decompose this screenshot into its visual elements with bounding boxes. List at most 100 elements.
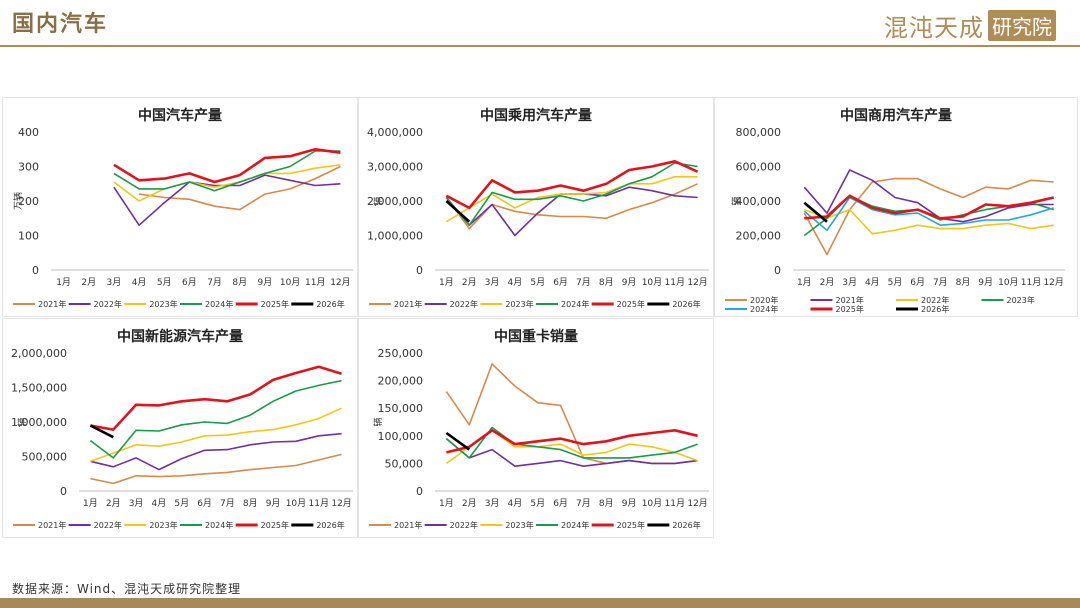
x-tick-label: 3月 xyxy=(485,498,500,509)
series-line-2025年 xyxy=(446,429,698,454)
x-tick-label: 3月 xyxy=(485,277,500,288)
x-tick-label: 8月 xyxy=(956,277,971,288)
y-tick-label: 4,000,000 xyxy=(367,126,423,139)
series-line-2022年 xyxy=(445,437,698,467)
x-tick-label: 6月 xyxy=(182,277,197,288)
x-tick-label: 1月 xyxy=(56,277,71,288)
y-tick-label: 1,000,000 xyxy=(367,230,423,243)
x-tick-label: 9月 xyxy=(622,277,637,288)
x-tick-label: 5月 xyxy=(174,498,189,509)
brand-name: 混沌天成 xyxy=(884,14,984,42)
y-tick-label: 250,000 xyxy=(378,347,424,360)
series-line-2023年 xyxy=(445,176,698,223)
series-line-2021年 xyxy=(803,169,1054,223)
x-tick-label: 1月 xyxy=(439,277,454,288)
x-tick-label: 3月 xyxy=(842,277,857,288)
header: 国内汽车 混沌天成 研究院 xyxy=(0,0,1080,47)
x-tick-label: 2月 xyxy=(106,498,121,509)
y-tick-label: 100 xyxy=(18,230,39,243)
x-tick-label: 11月 xyxy=(665,498,685,509)
x-tick-label: 8月 xyxy=(243,498,258,509)
y-tick-label: 500,000 xyxy=(22,451,68,464)
x-tick-label: 4月 xyxy=(132,277,147,288)
series-line-2020年 xyxy=(803,177,1054,256)
series-line-2026年 xyxy=(445,431,471,451)
legend-label: 2024年 xyxy=(205,299,233,309)
x-tick-label: 12月 xyxy=(330,277,350,288)
x-tick-label: 8月 xyxy=(599,277,614,288)
series-line-2024年 xyxy=(113,150,341,192)
legend-label: 2026年 xyxy=(921,304,949,314)
y-tick-label: 0 xyxy=(60,485,67,498)
x-tick-label: 5月 xyxy=(157,277,172,288)
x-tick-label: 9月 xyxy=(266,498,281,509)
series-line-2024年 xyxy=(445,162,698,226)
x-tick-label: 3月 xyxy=(129,498,144,509)
chart-panel-new-energy-vehicle-production: 中国新能源汽车产量辆 0 500,000 1,000,000 1,500,000 2,00… xyxy=(2,318,358,538)
series-line-2024年 xyxy=(803,196,1054,232)
x-tick-label: 10月 xyxy=(280,277,300,288)
series-line-2026年 xyxy=(445,200,471,223)
x-tick-label: 9月 xyxy=(258,277,273,288)
x-tick-label: 4月 xyxy=(508,277,523,288)
x-tick-label: 9月 xyxy=(622,498,637,509)
y-tick-label: 200,000 xyxy=(378,375,424,388)
legend-label: 2026年 xyxy=(316,299,344,309)
chart-title: 中国重卡销量 xyxy=(494,328,578,345)
series-line-2023年 xyxy=(90,407,342,463)
chart-panel-heavy-truck-sales: 中国重卡销量辆 0 50,000 100,000 150,000 200,000 250,0… xyxy=(358,318,714,538)
chart-title: 中国新能源汽车产量 xyxy=(117,328,243,345)
legend-label: 2021年 xyxy=(394,299,422,309)
series-line-2025年 xyxy=(113,147,341,184)
x-tick-label: 7月 xyxy=(933,277,948,288)
data-source-note: 数据来源：Wind、混沌天成研究院整理 xyxy=(12,582,242,596)
x-tick-label: 8月 xyxy=(232,277,247,288)
x-tick-label: 7月 xyxy=(207,277,222,288)
legend-label: 2026年 xyxy=(672,520,700,530)
chart-panel-auto-production: 中国汽车产量 万辆 0 100 200 300 400 1月 2月 3月 4月 5月 6月 7月 8月 9月 1… xyxy=(2,97,358,317)
y-tick-label: 800,000 xyxy=(736,126,782,139)
y-tick-label: 2,000,000 xyxy=(367,195,423,208)
y-tick-label: 0 xyxy=(774,264,781,277)
series-line-2024年 xyxy=(89,379,342,459)
x-tick-label: 7月 xyxy=(576,277,591,288)
series-line-2021年 xyxy=(90,453,342,485)
y-axis-label: 辆 xyxy=(730,196,742,205)
y-tick-label: 600,000 xyxy=(736,161,782,174)
chart-title: 中国乘用汽车产量 xyxy=(480,107,592,124)
y-tick-label: 0 xyxy=(416,264,423,277)
y-tick-label: 400 xyxy=(18,126,39,139)
legend-label: 2023年 xyxy=(149,520,177,530)
y-tick-label: 0 xyxy=(416,485,423,498)
y-axis-label: 辆 xyxy=(372,196,384,205)
legend-label: 2024年 xyxy=(205,520,233,530)
x-tick-label: 1月 xyxy=(83,498,98,509)
y-tick-label: 1,000,000 xyxy=(11,416,67,429)
legend-label: 2022年 xyxy=(921,295,949,305)
legend-label: 2021年 xyxy=(38,520,66,530)
x-tick-label: 6月 xyxy=(197,498,212,509)
legend-label: 2023年 xyxy=(505,520,533,530)
legend-label: 2024年 xyxy=(561,299,589,309)
legend-label: 2025年 xyxy=(836,304,864,314)
y-tick-label: 200 xyxy=(18,195,39,208)
x-tick-label: 6月 xyxy=(553,277,568,288)
series-line-2025年 xyxy=(445,159,699,210)
legend-label: 2021年 xyxy=(394,520,422,530)
x-tick-label: 2月 xyxy=(462,277,477,288)
y-tick-label: 100,000 xyxy=(378,430,424,443)
series-line-2022年 xyxy=(90,432,342,471)
x-tick-label: 4月 xyxy=(865,277,880,288)
chart-panel-commercial-vehicle-production: 中国商用汽车产量辆 0 200,000 400,000 600,000 800,000 1月… xyxy=(714,97,1078,317)
y-tick-label: 0 xyxy=(32,264,39,277)
legend-label: 2022年 xyxy=(450,520,478,530)
header-divider xyxy=(0,45,1080,47)
x-tick-label: 12月 xyxy=(687,498,707,509)
x-tick-label: 12月 xyxy=(331,498,351,509)
x-tick-label: 2月 xyxy=(820,277,835,288)
x-tick-label: 5月 xyxy=(530,277,545,288)
